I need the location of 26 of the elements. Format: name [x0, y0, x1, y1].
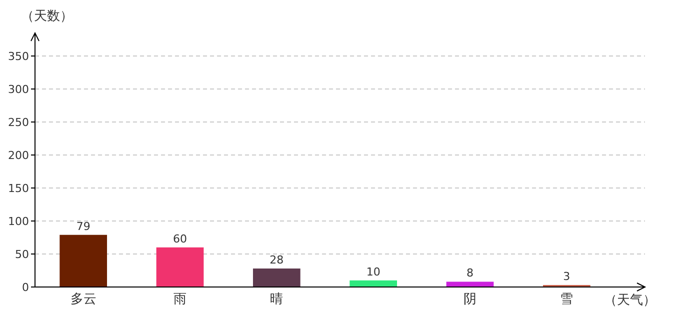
bar	[60, 234, 108, 287]
y-tick-label: 150	[8, 182, 29, 195]
data-label: 8	[466, 266, 474, 280]
y-tick-label: 0	[22, 281, 29, 294]
bar	[252, 268, 300, 287]
x-tick-label: 多云	[70, 292, 96, 307]
y-tick-label: 250	[8, 116, 29, 129]
data-label: 28	[270, 254, 284, 267]
y-tick-label: 100	[8, 215, 29, 228]
x-tick-label: 阴	[464, 292, 476, 307]
data-label: 79	[76, 220, 90, 233]
x-axis-title: （天气）	[604, 293, 656, 308]
bar	[446, 282, 494, 287]
x-tick-label: 晴	[270, 292, 284, 307]
y-tick-label: 200	[8, 149, 29, 162]
x-tick-label: 雪	[560, 292, 574, 307]
data-label: 10	[366, 265, 380, 278]
bar	[350, 280, 398, 287]
bar	[156, 247, 204, 287]
data-label: 60	[173, 232, 187, 246]
x-tick-label: 雨	[174, 292, 186, 307]
data-label: 3	[563, 270, 570, 284]
y-tick-label: 350	[8, 50, 29, 63]
y-axis-title: （天数）	[21, 9, 73, 24]
y-tick-label: 50	[15, 248, 29, 261]
y-tick-label: 300	[8, 83, 29, 96]
